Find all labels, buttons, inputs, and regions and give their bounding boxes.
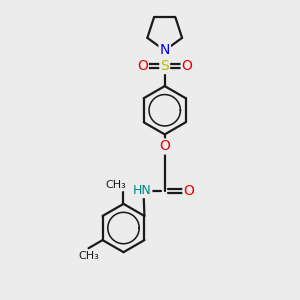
Text: CH₃: CH₃ <box>105 180 126 190</box>
Text: HN: HN <box>133 184 152 197</box>
Text: O: O <box>137 59 148 73</box>
Text: O: O <box>159 140 170 154</box>
Text: CH₃: CH₃ <box>78 251 99 261</box>
Text: N: N <box>160 44 170 58</box>
Text: S: S <box>160 59 169 73</box>
Text: O: O <box>183 184 194 198</box>
Text: O: O <box>182 59 193 73</box>
